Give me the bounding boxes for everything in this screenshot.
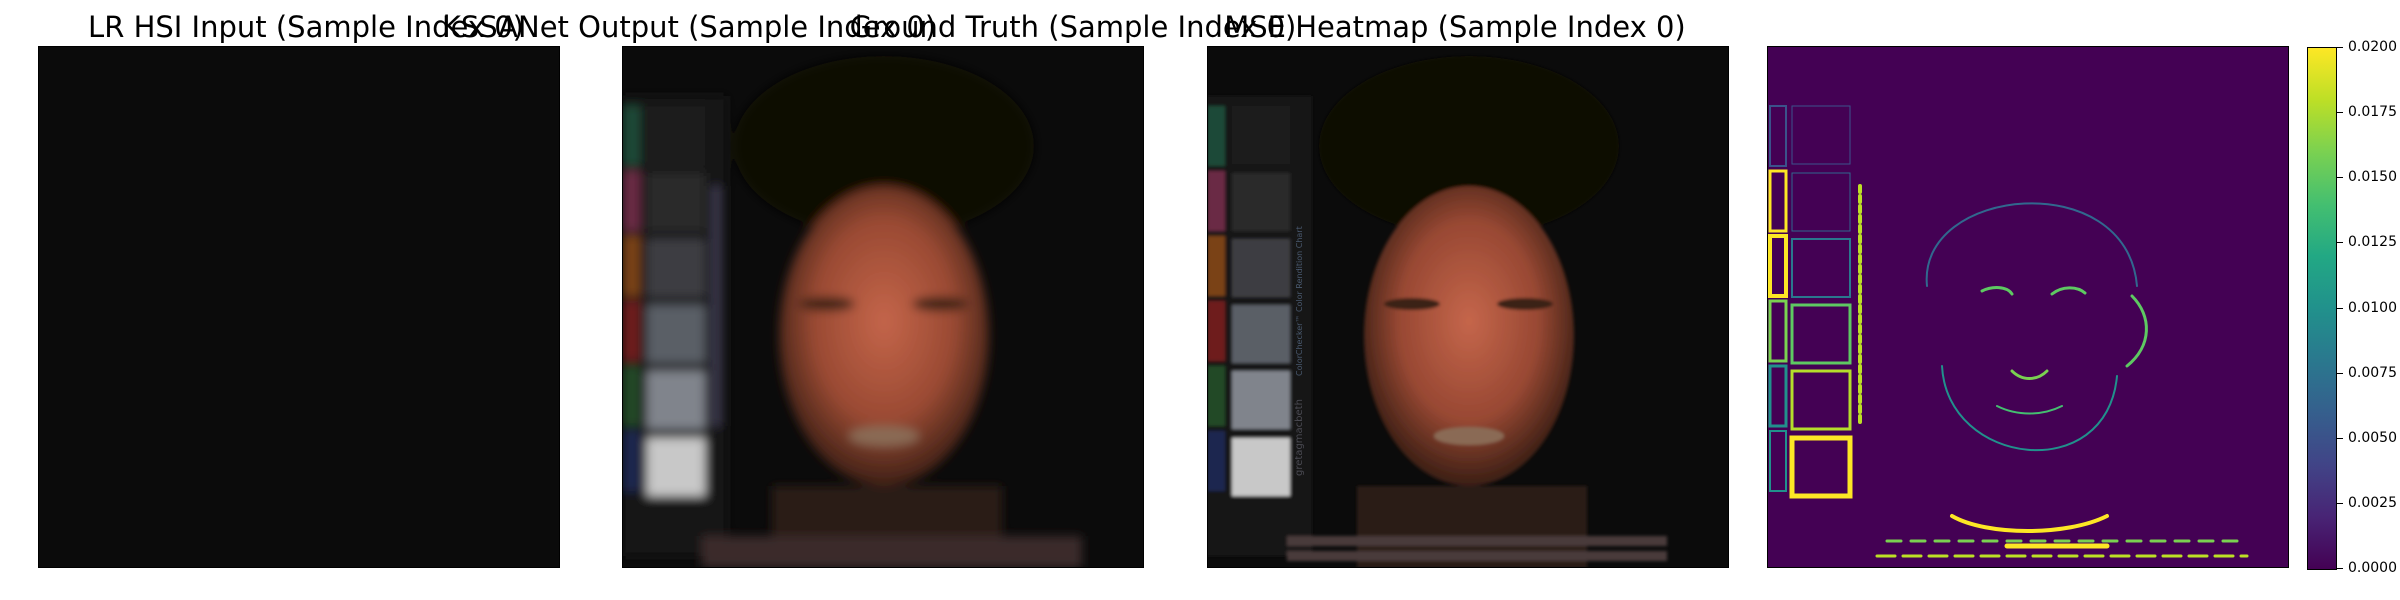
- gt-chart-brand: gretagmacbeth: [1294, 399, 1305, 476]
- panel-title-mse-heatmap: MSE Heatmap (Sample Index 0): [1224, 10, 1686, 44]
- colorbar-tick-label: 0.0050: [2348, 429, 2397, 446]
- colorbar-tick-label: 0.0075: [2348, 364, 2397, 381]
- mse-colorbar: [2307, 47, 2337, 570]
- colorbar-tick-label: 0.0025: [2348, 494, 2397, 511]
- colorbar-tick-label: 0.0150: [2348, 169, 2397, 186]
- colorbar-tick-mark: [2337, 177, 2343, 179]
- mse-heatmap-svg: [1767, 46, 2289, 568]
- kssanet-output-svg: [622, 46, 1144, 568]
- colorbar-tick-label: 0.0000: [2348, 560, 2397, 576]
- colorbar-tick-mark: [2337, 47, 2343, 48]
- ground-truth-svg: ColorChecker™ Color Rendition Chart gret…: [1207, 46, 1729, 568]
- colorbar-tick-label: 0.0100: [2348, 299, 2397, 316]
- panel-title-ground-truth: Ground Truth (Sample Index 0): [849, 10, 1297, 44]
- colorbar-tick-label: 0.0175: [2348, 104, 2397, 121]
- colorbar-tick-mark: [2337, 568, 2343, 569]
- colorbar-tick-label: 0.0200: [2348, 39, 2397, 55]
- colorbar-tick-mark: [2337, 242, 2343, 244]
- colorbar-tick-mark: [2337, 502, 2343, 504]
- panel-title-lr-input: LR HSI Input (Sample Index 0): [88, 10, 524, 44]
- lr-input-svg: [38, 46, 560, 568]
- panel-title-kssanet-output: KSSANet Output (Sample Index 0): [441, 10, 937, 44]
- gt-chart-label: ColorChecker™ Color Rendition Chart: [1295, 226, 1304, 376]
- kssanet-output-image: [622, 46, 1144, 568]
- colorbar-tick-mark: [2337, 307, 2343, 309]
- mse-heatmap-image: [1767, 46, 2289, 568]
- lr-input-image: [38, 46, 560, 568]
- colorbar-tick-mark: [2337, 112, 2343, 114]
- colorbar-tick-mark: [2337, 372, 2343, 374]
- ground-truth-image: ColorChecker™ Color Rendition Chart gret…: [1207, 46, 1729, 568]
- colorbar-tick-label: 0.0125: [2348, 234, 2397, 251]
- colorbar-tick-mark: [2337, 437, 2343, 439]
